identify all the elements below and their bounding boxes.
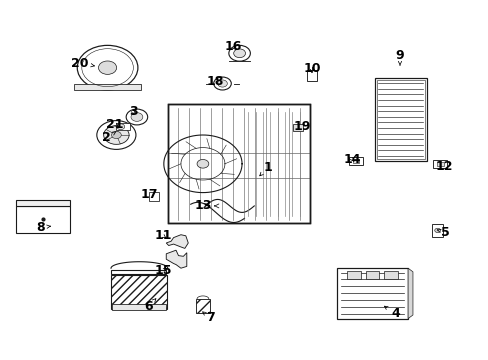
Text: 7: 7 [202,311,214,324]
Bar [374,78,427,161]
Circle shape [97,121,136,149]
Text: 1: 1 [259,161,272,176]
Text: 10: 10 [303,62,320,75]
Circle shape [228,45,250,61]
Bar [306,70,317,81]
Text: 11: 11 [154,229,171,242]
Circle shape [213,77,231,90]
Text: 3: 3 [128,105,137,118]
Text: 6: 6 [143,299,156,313]
Bar [195,299,210,313]
Bar [431,224,442,237]
Text: 15: 15 [154,264,171,277]
Circle shape [434,228,440,233]
Bar [293,124,303,131]
Text: 2: 2 [102,131,116,144]
Circle shape [111,131,121,139]
Text: 12: 12 [434,160,452,173]
Text: 14: 14 [343,153,360,166]
Circle shape [131,113,142,121]
Text: 4: 4 [384,306,400,320]
Bar [352,159,359,163]
Text: 17: 17 [140,188,158,201]
Polygon shape [166,235,188,248]
Bar [436,162,443,166]
Polygon shape [111,270,166,274]
Bar [348,157,362,165]
Bar [432,160,446,168]
Circle shape [217,80,227,87]
Text: 20: 20 [71,57,94,69]
Bar [384,271,397,279]
Circle shape [117,124,124,130]
Bar [346,271,360,279]
Circle shape [103,126,129,144]
Bar [167,104,309,223]
Polygon shape [16,199,70,206]
Circle shape [126,109,147,125]
Polygon shape [166,250,186,268]
Bar [337,268,407,319]
Bar [148,192,159,201]
Bar [365,271,379,279]
Circle shape [197,159,208,168]
Bar [74,84,141,90]
Text: 9: 9 [395,49,404,65]
Bar [111,274,167,309]
Text: 5: 5 [437,226,448,239]
Text: 21: 21 [106,118,123,131]
Circle shape [233,49,245,58]
Polygon shape [407,268,412,319]
Text: 19: 19 [293,120,310,132]
Text: 8: 8 [36,221,50,234]
Bar [376,80,425,159]
Circle shape [77,45,138,90]
Bar [116,123,130,130]
Circle shape [98,61,117,75]
Bar [167,104,309,223]
Text: 16: 16 [224,40,242,53]
Text: 13: 13 [194,199,211,212]
Bar [16,206,70,233]
Text: 18: 18 [206,75,224,87]
Bar [112,305,166,310]
